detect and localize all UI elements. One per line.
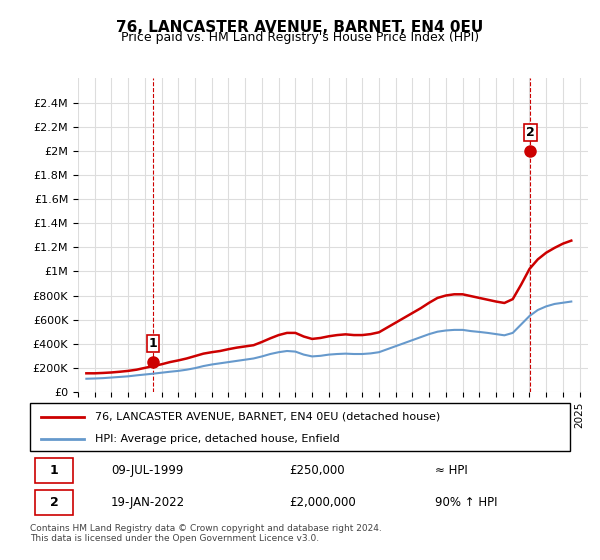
Text: 2: 2 [50,496,59,509]
FancyBboxPatch shape [35,458,73,483]
Text: HPI: Average price, detached house, Enfield: HPI: Average price, detached house, Enfi… [95,434,340,444]
Text: 76, LANCASTER AVENUE, BARNET, EN4 0EU: 76, LANCASTER AVENUE, BARNET, EN4 0EU [116,20,484,35]
Text: 1: 1 [50,464,59,477]
Text: Contains HM Land Registry data © Crown copyright and database right 2024.
This d: Contains HM Land Registry data © Crown c… [30,524,382,543]
Text: £2,000,000: £2,000,000 [289,496,356,509]
Text: 90% ↑ HPI: 90% ↑ HPI [435,496,497,509]
Text: Price paid vs. HM Land Registry's House Price Index (HPI): Price paid vs. HM Land Registry's House … [121,31,479,44]
FancyBboxPatch shape [30,403,570,451]
Text: £250,000: £250,000 [289,464,345,477]
Text: 09-JUL-1999: 09-JUL-1999 [111,464,184,477]
FancyBboxPatch shape [35,491,73,515]
Text: 19-JAN-2022: 19-JAN-2022 [111,496,185,509]
Text: ≈ HPI: ≈ HPI [435,464,468,477]
Text: 2: 2 [526,125,535,139]
Text: 1: 1 [149,337,158,350]
Text: 76, LANCASTER AVENUE, BARNET, EN4 0EU (detached house): 76, LANCASTER AVENUE, BARNET, EN4 0EU (d… [95,412,440,422]
